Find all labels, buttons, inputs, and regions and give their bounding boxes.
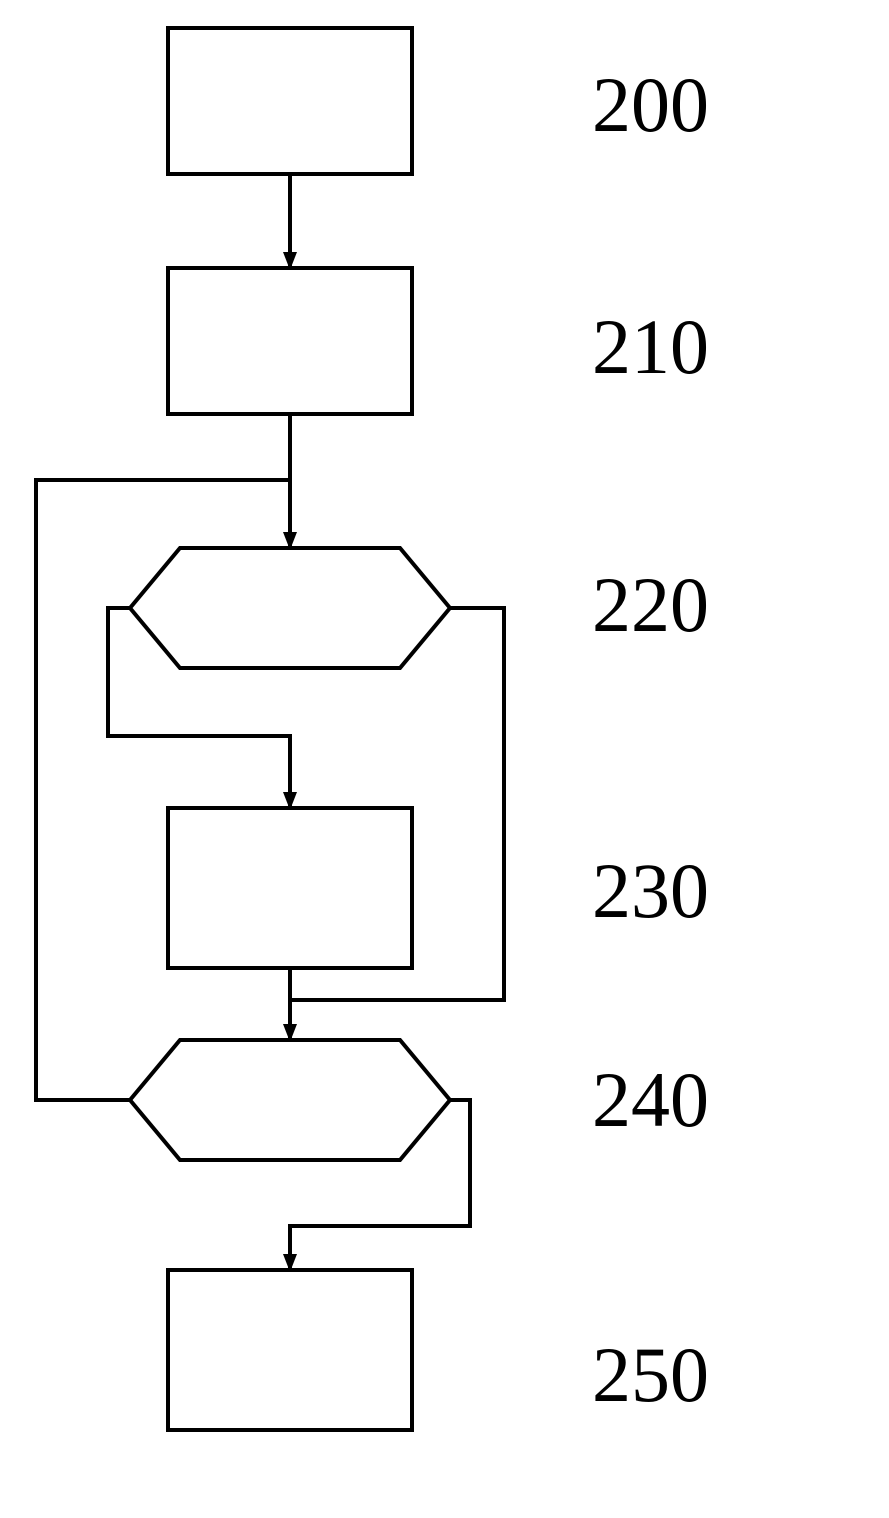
node-n220 <box>130 548 450 668</box>
edge-n240-n220_loop <box>36 480 290 1100</box>
node-label-250: 250 <box>592 1330 709 1420</box>
node-label-210: 210 <box>592 302 709 392</box>
node-n200 <box>168 28 412 174</box>
node-label-200: 200 <box>592 60 709 150</box>
node-label-240: 240 <box>592 1055 709 1145</box>
edge-n220-n240 <box>290 608 504 1040</box>
edge-n240-n250 <box>290 1100 470 1270</box>
node-n250 <box>168 1270 412 1430</box>
edge-n220-n230 <box>108 608 290 808</box>
node-n210 <box>168 268 412 414</box>
node-label-220: 220 <box>592 560 709 650</box>
node-label-230: 230 <box>592 846 709 936</box>
node-n230 <box>168 808 412 968</box>
node-n240 <box>130 1040 450 1160</box>
flowchart-diagram <box>0 0 889 1518</box>
